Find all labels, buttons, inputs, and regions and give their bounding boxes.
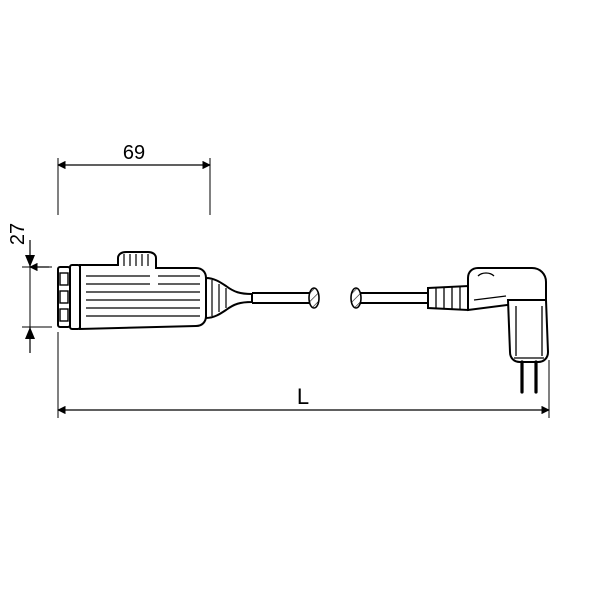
dim-total-length: L [58,332,549,418]
dim-connector-length: 69 [58,142,210,215]
dim-connector-height-value: 27 [7,223,29,245]
drawing-canvas: 69 27 [0,0,600,600]
dim-total-length-value: L [297,384,309,409]
drawing-svg: 69 27 [0,0,600,600]
dim-connector-length-value: 69 [123,142,145,164]
cable [252,288,428,308]
dim-connector-height: 27 [7,223,52,353]
right-plug [428,268,548,392]
left-connector [58,252,252,329]
